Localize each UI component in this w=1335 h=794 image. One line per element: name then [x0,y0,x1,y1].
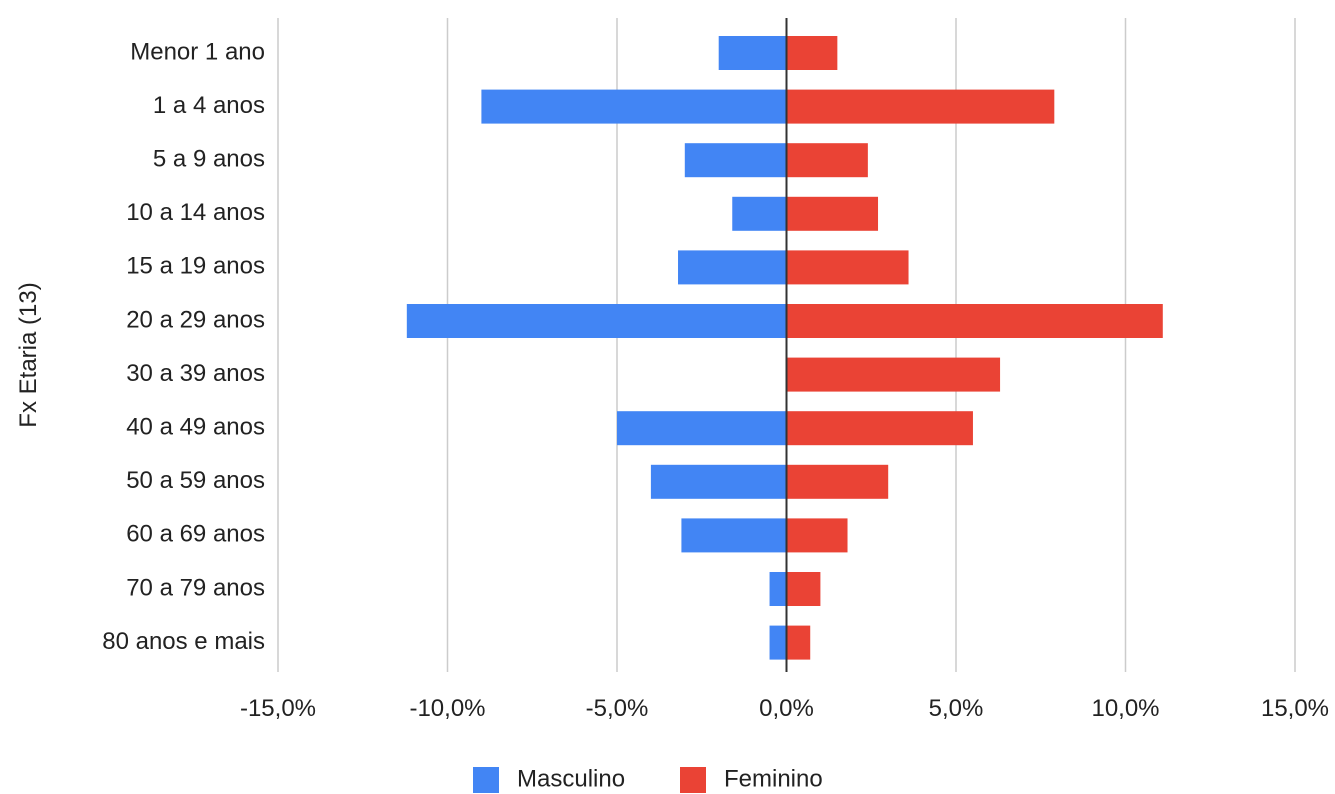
bar-feminino [786,36,838,70]
bar-masculino [769,625,787,660]
bar-feminino [786,572,821,606]
bar-masculino [617,411,787,446]
x-tick-label: 15,0% [1261,695,1329,722]
bar-masculino [481,89,787,124]
x-tick-label: 0,0% [759,695,814,722]
bar-masculino [769,572,787,606]
category-label: 10 a 14 anos [126,199,265,226]
x-tick-label: 10,0% [1091,695,1159,722]
category-label: 15 a 19 anos [126,253,265,280]
legend-swatch-masculino [473,767,499,793]
bar-feminino [786,625,811,660]
bar-feminino [786,89,1055,124]
legend: Masculino Feminino [473,765,823,793]
bar-feminino [786,357,1001,392]
y-axis-title: Fx Etaria (13) [15,282,42,427]
bar-feminino [786,518,848,553]
legend-swatch-feminino [680,767,706,793]
bar-feminino [786,304,1163,338]
bar-masculino [732,196,787,231]
category-label: 60 a 69 anos [126,521,265,548]
gridlines [277,18,1296,672]
bar-masculino [681,518,787,553]
bar-feminino [786,196,879,231]
bar-feminino [786,143,868,178]
legend-label-feminino: Feminino [724,765,823,792]
bar-feminino [786,250,909,285]
category-label: 50 a 59 anos [126,467,265,494]
x-tick-label: -15,0% [240,695,316,722]
category-label: 70 a 79 anos [126,574,265,601]
bar-masculino [406,304,787,338]
bar-feminino [786,464,889,499]
bar-feminino [786,411,973,446]
category-label: 20 a 29 anos [126,306,265,333]
x-tick-label: -10,0% [409,695,485,722]
category-labels: Menor 1 ano 1 a 4 anos 5 a 9 anos 10 a 14 a… [102,38,265,655]
x-tick-label: 5,0% [929,695,984,722]
category-label: 80 anos e mais [102,628,265,655]
category-label: Menor 1 ano [130,38,265,65]
bars [406,36,1163,660]
bar-masculino [678,250,787,285]
category-label: 40 a 49 anos [126,414,265,441]
category-label: 5 a 9 anos [153,146,265,173]
category-label: 30 a 39 anos [126,360,265,387]
x-tick-label: -5,0% [586,695,649,722]
category-label: 1 a 4 anos [153,92,265,119]
bar-masculino [684,143,787,178]
x-tick-labels: -15,0% -10,0% -5,0% 0,0% 5,0% 10,0% 15,0% [240,695,1329,722]
legend-label-masculino: Masculino [517,765,625,792]
bar-masculino [718,36,787,70]
bar-masculino [650,464,787,499]
